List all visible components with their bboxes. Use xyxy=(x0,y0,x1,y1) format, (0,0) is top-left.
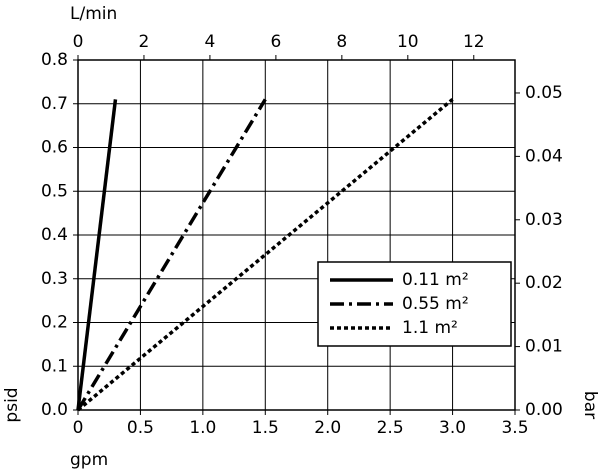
series-line xyxy=(76,99,118,411)
y2-tick-label: 0.03 xyxy=(525,210,563,230)
y2-tick-label: 0.05 xyxy=(525,83,563,103)
y-tick-label: 0.3 xyxy=(41,269,68,289)
y-tick-label: 0.4 xyxy=(41,225,68,245)
y-tick-label: 0.5 xyxy=(41,181,68,201)
x-tick-label: 0.5 xyxy=(127,418,154,438)
x2-tick-label: 8 xyxy=(336,32,347,52)
y2-tick-label: 0.01 xyxy=(525,337,563,357)
x-tick-label: 3.0 xyxy=(439,418,466,438)
y2-tick-label: 0.00 xyxy=(525,400,563,420)
x2-tick-label: 2 xyxy=(139,32,150,52)
y-axis-label: psid xyxy=(2,387,22,422)
x2-tick-label: 12 xyxy=(463,32,485,52)
x2-tick-label: 10 xyxy=(397,32,419,52)
y2-axis-label: bar xyxy=(580,391,600,419)
x-tick-label: 2.0 xyxy=(314,418,341,438)
x2-tick-label: 4 xyxy=(205,32,216,52)
legend-label: 0.55 m² xyxy=(402,294,469,314)
x-tick-label: 0 xyxy=(73,418,84,438)
legend-label: 0.11 m² xyxy=(402,270,469,290)
x2-tick-label: 0 xyxy=(73,32,84,52)
x2-tick-label: 6 xyxy=(270,32,281,52)
x2-axis-label: L/min xyxy=(70,4,117,24)
x-tick-label: 2.5 xyxy=(377,418,404,438)
x-tick-label: 1.5 xyxy=(252,418,279,438)
y2-tick-label: 0.02 xyxy=(525,273,563,293)
y-tick-label: 0.2 xyxy=(41,313,68,333)
x-tick-label: 1.0 xyxy=(189,418,216,438)
y-tick-label: 0.1 xyxy=(41,356,68,376)
x-axis-label: gpm xyxy=(70,450,108,470)
legend-label: 1.1 m² xyxy=(402,318,458,338)
x-tick-label: 3.5 xyxy=(501,418,528,438)
y-tick-label: 0.8 xyxy=(41,50,68,70)
y2-tick-label: 0.04 xyxy=(525,146,563,166)
series-line xyxy=(76,98,267,411)
y-tick-label: 0.7 xyxy=(41,94,68,114)
y-tick-label: 0.0 xyxy=(41,400,68,420)
y-tick-label: 0.6 xyxy=(41,138,68,158)
